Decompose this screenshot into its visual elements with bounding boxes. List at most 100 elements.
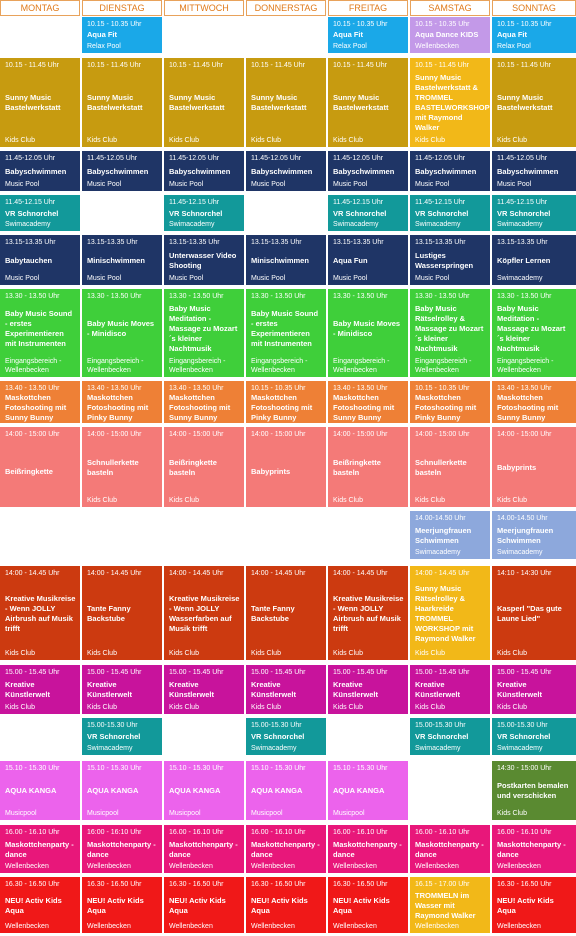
event-cell[interactable]: 14:00 - 15:00 Uhr Beißringkette	[0, 427, 80, 507]
event-cell[interactable]: 13.15-13.35 Uhr Unterwasser Video Shootin…	[164, 235, 244, 285]
event-cell[interactable]: 10.15 - 11.45 Uhr Sunny Music Bastelwerks…	[328, 58, 408, 147]
event-cell[interactable]: 13.30 - 13.50 Uhr Baby Music Sound - erst…	[246, 289, 326, 377]
event-cell[interactable]: 11.45-12.05 Uhr Babyschwimmen Music Pool	[0, 151, 80, 191]
event-cell[interactable]: 16.00 - 16.10 Uhr Maskottchenparty - danc…	[328, 825, 408, 873]
event-time: 11.45-12.05 Uhr	[415, 155, 466, 162]
event-cell[interactable]: 16.00 - 16.10 Uhr Maskottchenparty - danc…	[410, 825, 490, 873]
event-cell[interactable]: 15.00 - 15.45 Uhr Kreative Künstlerwelt Ki…	[328, 665, 408, 714]
event-cell[interactable]: 10.15 - 10.35 Uhr Aqua Fit Relax Pool	[328, 17, 408, 53]
event-cell[interactable]: 15.00 - 15.45 Uhr Kreative Künstlerwelt Ki…	[164, 665, 244, 714]
event-cell[interactable]: 15.10 - 15.30 Uhr AQUA KANGA Musicpool	[164, 761, 244, 820]
event-title: Maskottchenparty - dance	[497, 839, 566, 859]
event-cell[interactable]: 14:00 - 15:00 Uhr Babyprints Kids Club	[492, 427, 576, 507]
event-cell[interactable]: 15.00-15.30 Uhr VR Schnorchel Swimacademy	[492, 718, 576, 755]
event-cell[interactable]: 16.15 - 17.00 Uhr TROMMELN im Wasser mit …	[410, 877, 490, 933]
event-cell[interactable]: 14.00-14.50 Uhr Meerjungfrauen Schwimmen S…	[492, 511, 576, 559]
event-cell[interactable]: 15.00 - 15.45 Uhr Kreative Künstlerwelt Ki…	[410, 665, 490, 714]
event-cell[interactable]: 14:00 - 14.45 Uhr Kreative Musikreise - W…	[164, 566, 244, 660]
event-cell[interactable]: 13.30 - 13.50 Uhr Baby Music Rätselrolley…	[410, 289, 490, 377]
event-cell[interactable]: 11.45-12.15 Uhr VR Schnorchel Swimacademy	[0, 195, 80, 231]
event-cell[interactable]: 15.00-15.30 Uhr VR Schnorchel Swimacademy	[82, 718, 162, 755]
event-cell[interactable]: 10.15 - 11.45 Uhr Sunny Music Bastelwerks…	[82, 58, 162, 147]
event-cell[interactable]: 11.45-12.05 Uhr Babyschwimmen Music Pool	[492, 151, 576, 191]
event-cell[interactable]: 16.30 - 16.50 Uhr NEU! Activ Kids Aqua Wel…	[0, 877, 80, 933]
event-cell[interactable]: 14:00 - 15:00 Uhr Beißringkette basteln Ki…	[164, 427, 244, 507]
event-cell[interactable]: 11.45-12.05 Uhr Babyschwimmen Music Pool	[246, 151, 326, 191]
event-cell[interactable]: 15.00-15.30 Uhr VR Schnorchel Swimacademy	[410, 718, 490, 755]
event-cell[interactable]: 13.40 - 13.50 Uhr Maskottchen Fotoshootin…	[164, 381, 244, 423]
event-cell[interactable]: 14:00 - 15:00 Uhr Beißringkette basteln Ki…	[328, 427, 408, 507]
event-cell[interactable]: 16.00 - 16.10 Uhr Maskottchenparty - danc…	[164, 825, 244, 873]
event-location: Kids Club	[169, 650, 199, 657]
event-cell[interactable]: 13.15-13.35 Uhr Köpfler Lernen Swimacademy	[492, 235, 576, 285]
event-cell[interactable]: 14:30 - 15:00 Uhr Postkarten bemalen und …	[492, 761, 576, 820]
event-cell[interactable]: 13.40 - 13.50 Uhr Maskottchen Fotoshootin…	[328, 381, 408, 423]
event-cell[interactable]: 14:00 - 14.45 Uhr Kreative Musikreise - W…	[0, 566, 80, 660]
event-cell[interactable]: 13.15-13.35 Uhr Minischwimmen Music Pool	[246, 235, 326, 285]
event-cell[interactable]: 13.30 - 13.50 Uhr Baby Music Meditation -…	[164, 289, 244, 377]
event-cell[interactable]: 16.30 - 16.50 Uhr NEU! Activ Kids Aqua Wel…	[82, 877, 162, 933]
event-cell[interactable]: 14:00 - 14.45 Uhr Sunny Music Rätselrolle…	[410, 566, 490, 660]
event-cell[interactable]: 11.45-12.15 Uhr VR Schnorchel Swimacademy	[492, 195, 576, 231]
event-cell[interactable]: 14:10 - 14:30 Uhr Kasperl "Das gute Laune…	[492, 566, 576, 660]
event-cell[interactable]: 11.45-12.05 Uhr Babyschwimmen Music Pool	[164, 151, 244, 191]
event-cell[interactable]: 14:00 - 14.45 Uhr Tante Fanny Backstube Ki…	[246, 566, 326, 660]
event-cell[interactable]: 16.30 - 16.50 Uhr NEU! Activ Kids Aqua Wel…	[492, 877, 576, 933]
event-title: VR Schnorchel	[169, 208, 223, 218]
event-cell[interactable]: 16.00 - 16.10 Uhr Maskottchenparty - danc…	[492, 825, 576, 873]
event-cell[interactable]: 15.10 - 15.30 Uhr AQUA KANGA Musicpool	[82, 761, 162, 820]
event-cell[interactable]: 10.15 - 11.45 Uhr Sunny Music Bastelwerks…	[164, 58, 244, 147]
event-location: Kids Club	[333, 137, 363, 144]
event-cell[interactable]: 10.15 - 11.45 Uhr Sunny Music Bastelwerks…	[0, 58, 80, 147]
event-cell[interactable]: 14:00 - 14.45 Uhr Tante Fanny Backstube Ki…	[82, 566, 162, 660]
event-cell[interactable]: 14.00-14.50 Uhr Meerjungfrauen Schwimmen S…	[410, 511, 490, 559]
event-location: Wellenbecken	[497, 863, 541, 870]
event-cell[interactable]: 11.45-12.15 Uhr VR Schnorchel Swimacademy	[410, 195, 490, 231]
event-cell[interactable]: 14:00 - 14.45 Uhr Kreative Musikreise - W…	[328, 566, 408, 660]
event-cell[interactable]: 15.00 - 15.45 Uhr Kreative Künstlerwelt Ki…	[82, 665, 162, 714]
event-cell[interactable]: 15.10 - 15.30 Uhr AQUA KANGA Musicpool	[328, 761, 408, 820]
event-location: Kids Club	[497, 497, 527, 504]
event-cell[interactable]: 10.15 - 10.35 Uhr Maskottchen Fotoshootin…	[246, 381, 326, 423]
event-cell[interactable]: 10.15 - 10.35 Uhr Aqua Fit Relax Pool	[492, 17, 576, 53]
event-cell[interactable]: 13.40 - 13.50 Uhr Maskottchen Fotoshootin…	[492, 381, 576, 423]
event-cell[interactable]: 14:00 - 15:00 Uhr Schnullerkette basteln K…	[82, 427, 162, 507]
event-cell[interactable]: 13.30 - 13.50 Uhr Baby Music Sound - erst…	[0, 289, 80, 377]
event-cell[interactable]: 13.15-13.35 Uhr Minischwimmen Music Pool	[82, 235, 162, 285]
event-cell[interactable]: 10.15 - 11.45 Uhr Sunny Music Bastelwerks…	[246, 58, 326, 147]
event-cell[interactable]: 13.15-13.35 Uhr Babytauchen Music Pool	[0, 235, 80, 285]
event-cell[interactable]: 16.30 - 16.50 Uhr NEU! Activ Kids Aqua Wel…	[164, 877, 244, 933]
event-cell[interactable]: 10.15 - 10.35 Uhr Aqua Fit Relax Pool	[82, 17, 162, 53]
event-cell[interactable]: 13.30 - 13.50 Uhr Baby Music Moves - Mini…	[82, 289, 162, 377]
event-cell[interactable]: 11.45-12.05 Uhr Babyschwimmen Music Pool	[410, 151, 490, 191]
event-cell[interactable]: 11.45-12.15 Uhr VR Schnorchel Swimacademy	[164, 195, 244, 231]
event-cell[interactable]: 13.40 - 13.50 Uhr Maskottchen Fotoshootin…	[82, 381, 162, 423]
event-cell[interactable]: 16:00 - 16:10 Uhr Maskottchenparty - danc…	[82, 825, 162, 873]
event-cell[interactable]: 16.30 - 16.50 Uhr NEU! Activ Kids Aqua Wel…	[328, 877, 408, 933]
event-cell[interactable]: 10.15 - 10.35 Uhr Maskottchen Fotoshootin…	[410, 381, 490, 423]
event-cell[interactable]: 14:00 - 15:00 Uhr Schnullerkette basteln K…	[410, 427, 490, 507]
event-cell[interactable]: 13.15-13.35 Uhr Lustiges Wasserspringen Mu…	[410, 235, 490, 285]
event-cell[interactable]: 16.30 - 16.50 Uhr NEU! Activ Kids Aqua Wel…	[246, 877, 326, 933]
event-location: Swimacademy	[87, 745, 133, 752]
event-cell[interactable]: 11.45-12.15 Uhr VR Schnorchel Swimacademy	[328, 195, 408, 231]
event-location: Eingangsbereich - Wellenbecken	[5, 358, 62, 374]
event-cell[interactable]: 16.00 - 16.10 Uhr Maskottchenparty - danc…	[246, 825, 326, 873]
event-cell[interactable]: 13.30 - 13.50 Uhr Baby Music Moves - Mini…	[328, 289, 408, 377]
event-cell[interactable]: 11.45-12.05 Uhr Babyschwimmen Music Pool	[328, 151, 408, 191]
event-cell[interactable]: 14:00 - 15:00 Uhr Babyprints	[246, 427, 326, 507]
event-cell[interactable]: 13.30 - 13.50 Uhr Baby Music Meditation -…	[492, 289, 576, 377]
event-cell[interactable]: 10.15 - 11.45 Uhr Sunny Music Bastelwerks…	[410, 58, 490, 147]
event-cell[interactable]: 10.15 - 10.35 Uhr Aqua Dance KIDS Wellenbe…	[410, 17, 490, 53]
event-cell[interactable]: 11.45-12.05 Uhr Babyschwimmen Music Pool	[82, 151, 162, 191]
event-cell[interactable]: 15.00 - 15.45 Uhr Kreative Künstlerwelt Ki…	[492, 665, 576, 714]
event-cell[interactable]: 15.00-15.30 Uhr VR Schnorchel Swimacademy	[246, 718, 326, 755]
event-cell[interactable]: 15.00 - 15.45 Uhr Kreative Künstlerwelt Ki…	[246, 665, 326, 714]
event-cell[interactable]: 15.10 - 15.30 Uhr AQUA KANGA Musicpool	[246, 761, 326, 820]
event-cell[interactable]: 13.15-13.35 Uhr Aqua Fun Music Pool	[328, 235, 408, 285]
event-cell[interactable]: 13.40 - 13.50 Uhr Maskottchen Fotoshootin…	[0, 381, 80, 423]
event-cell[interactable]: 15.00 - 15.45 Uhr Kreative Künstlerwelt Ki…	[0, 665, 80, 714]
event-cell[interactable]: 16.00 - 16.10 Uhr Maskottchenparty - danc…	[0, 825, 80, 873]
event-cell[interactable]: 10.15 - 11.45 Uhr Sunny Music Bastelwerks…	[492, 58, 576, 147]
event-cell[interactable]: 15.10 - 15.30 Uhr AQUA KANGA Musicpool	[0, 761, 80, 820]
